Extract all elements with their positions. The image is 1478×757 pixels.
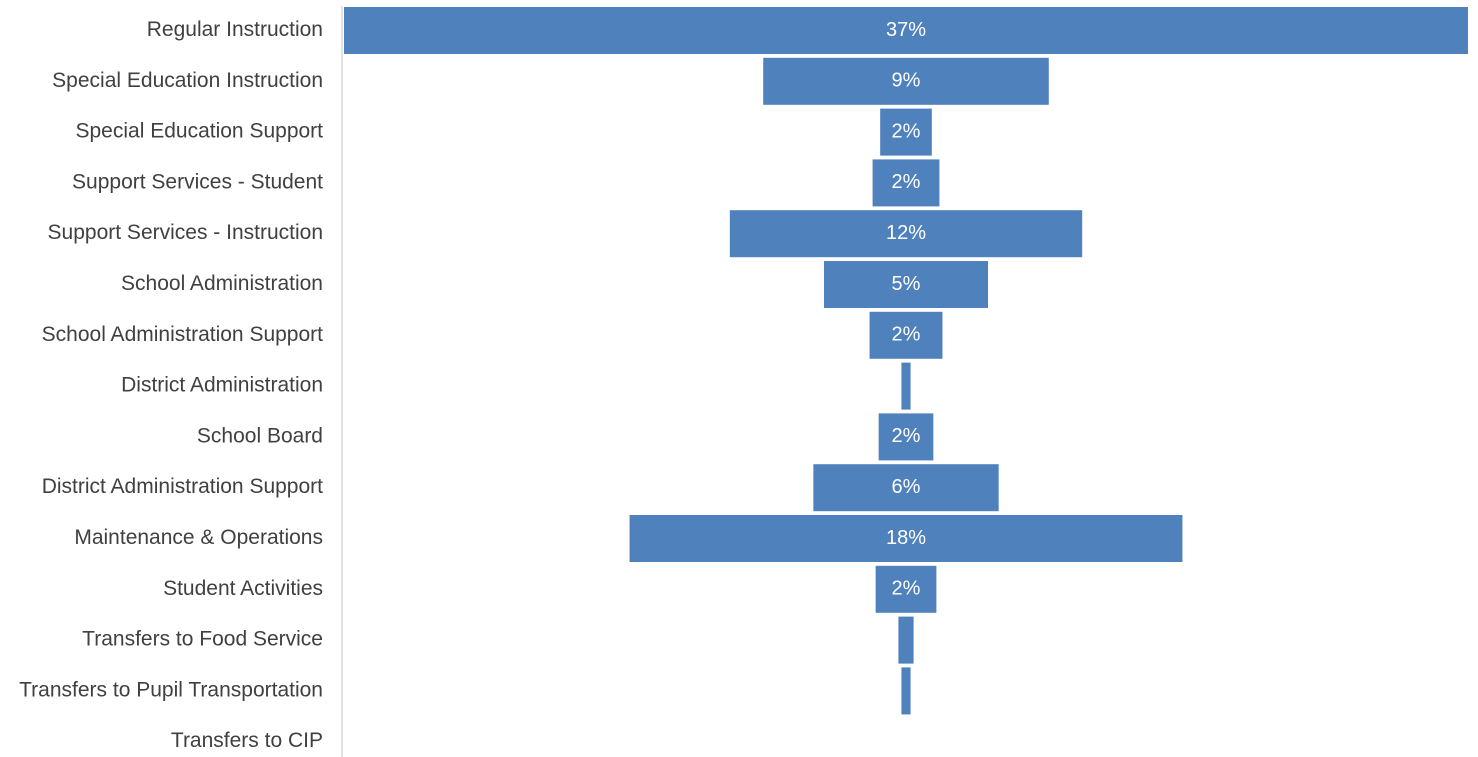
data-label-9: 6% (892, 476, 921, 498)
data-label-4: 12% (886, 222, 926, 244)
category-label-6: School Administration Support (42, 323, 323, 346)
category-label-13: Transfers to Pupil Transportation (19, 678, 323, 701)
data-label-10: 18% (886, 527, 926, 549)
bars-group (344, 7, 1468, 715)
bar-3 (872, 159, 940, 207)
bar-0 (344, 7, 1468, 54)
bar-13 (901, 667, 911, 715)
category-label-9: District Administration Support (42, 475, 323, 498)
category-label-4: Support Services - Instruction (48, 221, 323, 244)
category-label-3: Support Services - Student (72, 170, 323, 193)
data-label-5: 5% (892, 273, 921, 295)
category-label-11: Student Activities (163, 577, 323, 600)
category-label-12: Transfers to Food Service (82, 628, 323, 651)
bar-11 (875, 565, 937, 613)
data-label-8: 2% (892, 425, 921, 447)
category-label-5: School Administration (121, 272, 323, 295)
category-label-10: Maintenance & Operations (74, 526, 323, 549)
bar-2 (880, 108, 932, 156)
bar-12 (898, 616, 914, 664)
category-label-8: School Board (197, 424, 323, 447)
bar-1 (763, 57, 1049, 105)
bar-6 (869, 311, 943, 359)
data-labels-group: 37% 9% 2% 2% 12% 5% 2% 2% 6% 18% 2% (886, 19, 926, 600)
bar-4 (729, 210, 1083, 258)
category-label-1: Special Education Instruction (52, 69, 323, 92)
data-label-3: 2% (892, 171, 921, 193)
category-label-0: Regular Instruction (147, 18, 323, 41)
data-label-6: 2% (892, 324, 921, 346)
bar-10 (629, 515, 1183, 562)
bar-8 (878, 413, 934, 461)
category-labels-group: Regular Instruction Special Education Ins… (19, 18, 323, 752)
category-label-14: Transfers to CIP (171, 729, 323, 752)
data-label-0: 37% (886, 19, 926, 41)
category-label-7: District Administration (121, 374, 323, 397)
bar-9 (813, 464, 999, 512)
bar-7 (901, 362, 911, 410)
data-label-11: 2% (892, 578, 921, 600)
bar-5 (823, 261, 989, 308)
data-label-1: 9% (892, 70, 921, 92)
category-label-2: Special Education Support (76, 120, 324, 143)
data-label-2: 2% (892, 120, 921, 142)
